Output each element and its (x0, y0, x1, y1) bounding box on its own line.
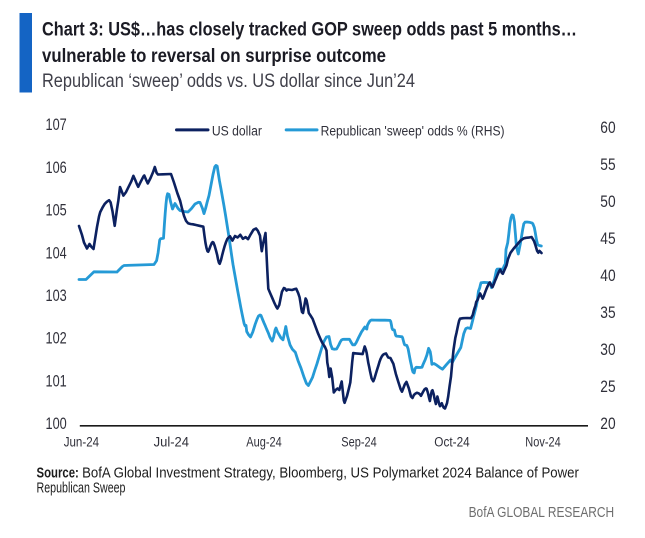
svg-text:102: 102 (46, 330, 67, 348)
svg-text:Republican ‘sweep’ odds vs. US: Republican ‘sweep’ odds vs. US dollar si… (42, 70, 415, 92)
svg-text:25: 25 (600, 378, 615, 396)
svg-text:20: 20 (600, 415, 615, 433)
svg-text:30: 30 (600, 341, 615, 359)
svg-text:50: 50 (600, 193, 615, 211)
svg-text:Aug-24: Aug-24 (246, 435, 282, 450)
svg-text:100: 100 (46, 415, 67, 433)
svg-text:Jul-24: Jul-24 (154, 435, 190, 450)
svg-text:35: 35 (600, 304, 615, 322)
svg-text:105: 105 (46, 202, 67, 220)
svg-text:101: 101 (46, 373, 67, 391)
svg-text:103: 103 (46, 287, 67, 305)
svg-text:45: 45 (600, 230, 615, 248)
svg-text:vulnerable to reversal on surp: vulnerable to reversal on surprise outco… (42, 45, 386, 67)
svg-text:106: 106 (46, 159, 67, 177)
svg-text:US dollar: US dollar (212, 123, 262, 138)
svg-text:BofA Global Investment Strateg: BofA Global Investment Strategy, Bloombe… (82, 466, 579, 482)
svg-text:Nov-24: Nov-24 (525, 435, 561, 450)
svg-text:BofA GLOBAL RESEARCH: BofA GLOBAL RESEARCH (469, 504, 615, 521)
svg-text:Jun-24: Jun-24 (64, 435, 100, 450)
svg-text:55: 55 (600, 156, 615, 174)
svg-text:Chart 3: US$…has closely track: Chart 3: US$…has closely tracked GOP swe… (42, 19, 577, 41)
svg-text:Oct-24: Oct-24 (434, 435, 470, 450)
svg-text:107: 107 (46, 116, 67, 134)
svg-text:Republican 'sweep' odds % (RHS: Republican 'sweep' odds % (RHS) (321, 123, 505, 138)
svg-text:60: 60 (600, 119, 615, 137)
svg-text:Source:: Source: (37, 466, 79, 482)
svg-text:104: 104 (46, 244, 67, 262)
svg-text:Republican Sweep: Republican Sweep (37, 481, 126, 497)
svg-text:Sep-24: Sep-24 (341, 435, 377, 450)
svg-text:40: 40 (600, 267, 615, 285)
